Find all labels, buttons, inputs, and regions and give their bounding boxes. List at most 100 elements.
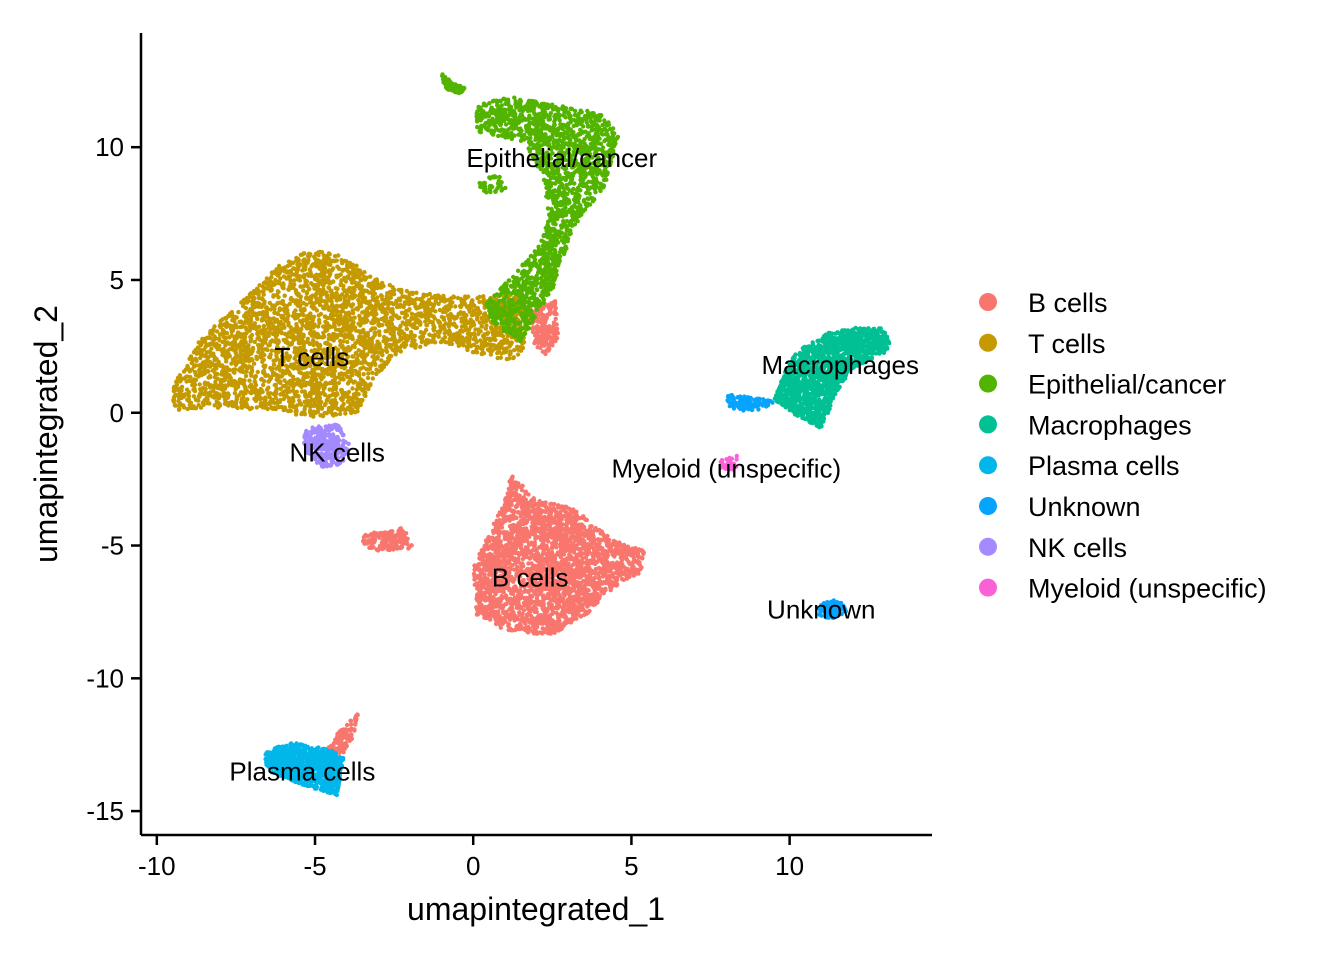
data-point [606, 544, 611, 549]
data-point [507, 524, 513, 529]
data-point [236, 309, 241, 315]
data-point [543, 338, 549, 343]
data-point [588, 542, 594, 547]
data-point [349, 732, 354, 737]
data-point [583, 586, 588, 592]
data-point [587, 598, 592, 603]
data-point [635, 554, 641, 559]
data-point [556, 627, 561, 633]
data-point [350, 386, 355, 391]
data-point [604, 576, 610, 581]
data-point [484, 589, 489, 595]
data-point [550, 592, 555, 597]
data-point [523, 512, 528, 517]
data-point [371, 545, 376, 550]
data-point [475, 573, 481, 579]
data-point [536, 336, 541, 341]
data-point [261, 323, 267, 329]
data-point [476, 608, 482, 613]
data-point [508, 500, 513, 506]
data-point [542, 333, 547, 338]
data-point [349, 726, 354, 732]
data-point [605, 540, 610, 546]
data-point [532, 341, 537, 346]
data-point [560, 538, 566, 543]
data-point [574, 534, 579, 539]
data-point [598, 545, 603, 550]
data-point [553, 529, 559, 534]
data-point [587, 527, 593, 533]
data-point [350, 310, 356, 316]
data-point [520, 550, 525, 555]
data-point [186, 393, 192, 399]
data-point [548, 527, 554, 533]
data-point [602, 563, 607, 568]
data-point [366, 371, 371, 376]
data-point [549, 618, 554, 623]
data-point [546, 553, 551, 558]
data-point [545, 507, 550, 512]
data-point [555, 613, 561, 619]
data-point [563, 548, 568, 553]
data-point [255, 369, 260, 375]
data-point [595, 553, 600, 559]
data-point [549, 541, 555, 546]
data-point [520, 536, 526, 541]
data-point [603, 569, 608, 575]
data-point [514, 537, 520, 542]
data-point [511, 355, 516, 360]
data-point [585, 563, 590, 568]
data-point [571, 587, 576, 592]
data-point [374, 371, 379, 377]
data-point [490, 601, 495, 606]
data-point [385, 547, 391, 552]
data-point [577, 529, 583, 534]
data-point [561, 601, 566, 606]
data-point [508, 605, 514, 610]
data-point [512, 347, 517, 353]
data-point [494, 541, 500, 547]
data-point [529, 527, 534, 533]
data-point [286, 287, 291, 292]
data-point [507, 596, 512, 602]
data-point [354, 716, 359, 722]
data-point [399, 532, 404, 537]
data-point [259, 377, 264, 382]
data-point [584, 551, 590, 556]
data-point [370, 370, 375, 375]
data-point [614, 582, 620, 587]
data-point [361, 539, 366, 544]
data-point [519, 532, 524, 537]
data-point [488, 597, 494, 602]
data-point [540, 551, 546, 557]
data-point [338, 731, 344, 736]
data-point [330, 266, 336, 271]
data-point [590, 579, 595, 585]
data-point [528, 499, 533, 504]
data-point [553, 513, 558, 519]
data-point [528, 532, 533, 537]
data-point [638, 567, 643, 572]
data-point [509, 493, 514, 498]
data-point [535, 624, 540, 630]
data-point [611, 565, 616, 570]
data-point [327, 744, 333, 750]
data-point [501, 610, 506, 615]
data-point [300, 268, 305, 273]
data-point [309, 273, 314, 279]
data-point [619, 557, 625, 563]
data-point [508, 479, 514, 484]
data-point [327, 280, 332, 286]
data-point [490, 555, 495, 561]
data-point [485, 552, 491, 558]
data-point [591, 553, 596, 558]
data-point [201, 391, 207, 397]
data-point [525, 629, 530, 635]
data-point [585, 594, 591, 599]
data-point [624, 551, 630, 557]
data-point [530, 629, 535, 634]
data-point [552, 333, 557, 338]
data-point [570, 562, 575, 568]
data-point [618, 568, 623, 573]
